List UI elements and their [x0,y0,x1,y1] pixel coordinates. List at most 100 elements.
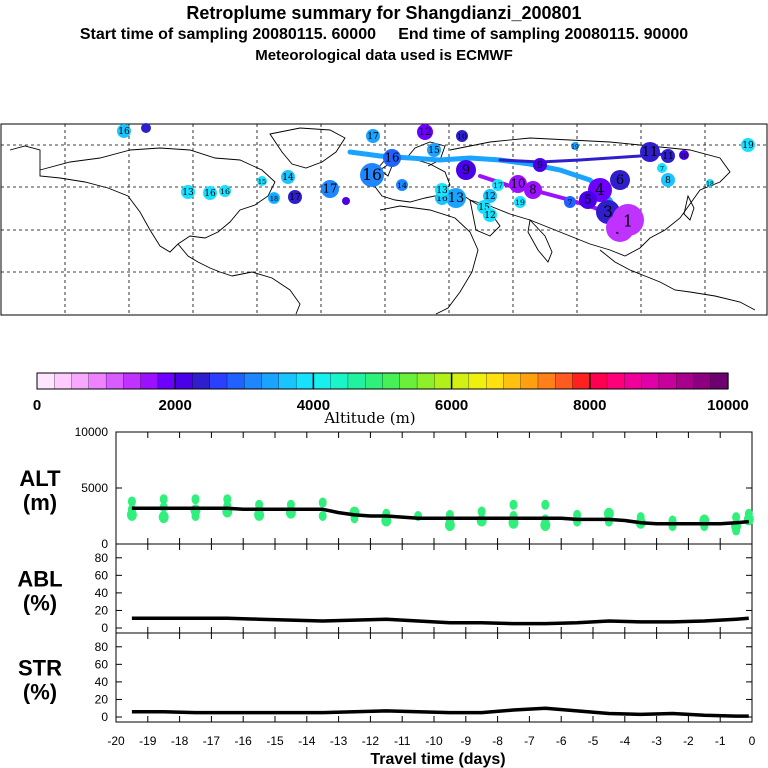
y-tick-label: 0 [101,621,108,635]
colorbar-cell [105,372,125,390]
sampling-time-line: Start time of sampling 20080115. 60000 E… [79,26,689,43]
plume-cluster-dot [383,149,401,167]
colorbar-cell [347,372,366,390]
plume-cluster-marker: 10 [509,175,527,193]
colorbar-cell [693,372,712,390]
colorbar-cell [192,372,211,390]
plume-cluster-dot [661,173,675,187]
colorbar-cell [416,372,435,390]
x-tick-label: -18 [171,734,189,748]
plume-cluster-label: 14 [397,181,407,190]
plume-cluster-marker: 16 [383,149,401,167]
colorbar-cell [468,372,487,390]
colorbar-tick-label: 2000 [159,397,192,414]
altitude-colorbar: 0 2000 4000 6000 8000 10000 Altitude (m) [33,372,749,427]
coastlines [9,127,756,315]
colorbar-cell [123,372,142,390]
plume-cluster-dot [281,170,295,184]
plume-cluster-marker: 12 [417,124,433,140]
plume-cluster-dot [117,124,131,138]
panel-frame [115,431,753,545]
plume-cluster-label: 16 [436,194,448,204]
coast-greenland [269,127,346,169]
time-series-panels: 0500010000ALT(m)020406080ABL(%)020406080… [17,425,755,768]
particle-point [127,496,136,507]
colorbar-cell [658,372,677,390]
colorbar-cell [503,372,522,390]
x-tick-label: -15 [266,734,284,748]
plume-cluster-label: 14 [282,173,294,183]
x-tick-label: -3 [651,734,662,748]
plume-cluster-dot [657,163,667,173]
plume-cluster-marker: 6 [610,170,630,190]
panel-ylabel-unit: (m) [23,490,57,515]
colorbar-cell [261,372,280,390]
plume-cluster-dot [396,179,408,191]
plume-cluster-dot [524,181,542,199]
colorbar-tick-label: 10000 [707,397,749,414]
colorbar-cell [572,372,591,390]
plume-cluster-marker: 7 [564,196,576,208]
plume-cluster-dot [321,180,339,198]
y-tick-label: 5000 [81,481,108,495]
y-tick-label: 20 [95,692,109,706]
plume-cluster-label: 11 [662,152,674,162]
plume-cluster-dot [366,129,380,143]
plume-cluster-markers: 1617121014151617161316151418171612171316… [117,123,755,242]
plume-cluster-label: 16 [385,151,400,165]
y-tick-label: 80 [95,640,109,654]
coast-south-america [231,271,301,315]
colorbar-cell [226,372,245,390]
y-tick-label: 10000 [75,425,109,439]
y-tick-label: 60 [95,568,109,582]
y-tick-label: 60 [95,657,109,671]
plume-cluster-label: 11 [642,145,659,160]
coast-north-america [39,147,276,253]
plume-cluster-marker: 14 [396,179,408,191]
plume-cluster-marker: 9 [533,158,547,172]
plume-cluster-label: 10 [680,152,688,160]
plume-cluster-dot [640,142,660,162]
colorbar-cell [485,372,505,390]
plume-cluster-label: 17 [367,132,379,142]
x-tick-label: -2 [683,734,694,748]
particle-point [318,497,327,508]
particle-point [540,518,551,531]
coast-japan [683,194,695,221]
plume-cluster-dot [435,183,449,197]
colorbar-cell [54,372,73,390]
plume-cluster-dot [219,185,231,197]
plume-cluster-marker: 19 [514,196,526,208]
plume-cluster-marker: 11 [661,149,675,163]
colorbar-cell [295,372,315,390]
x-tick-label: -16 [235,734,253,748]
plume-cluster-dot [514,196,526,208]
plume-cluster-label: 16 [118,127,130,137]
plume-cluster-label: 13 [448,191,465,206]
colorbar-cell [676,372,695,390]
plume-cluster-marker: 8 [524,181,542,199]
plume-cluster-marker: 9 [456,160,476,180]
plume-cluster-marker: 7 [657,163,667,173]
particle-point [732,512,741,523]
plume-cluster-marker: 11 [640,142,660,162]
colorbar-cell [244,372,263,390]
plume-cluster-label: 17 [493,181,503,190]
y-tick-label: 20 [95,603,109,617]
plume-cluster-dot [483,208,497,222]
x-tick-label: -11 [394,734,411,748]
plume-cluster-marker: 8 [661,173,675,187]
panel-ylabel-unit: (%) [23,591,57,616]
plume-cluster-marker: 17 [288,190,302,204]
colorbar-cell [382,372,401,390]
plume-cluster-dot [417,124,433,140]
plume-cluster-dot [571,142,579,150]
chart-title: Retroplume summary for Shangdianzi_20080… [186,3,582,23]
particle-point [541,499,550,510]
colorbar-cell [209,372,228,390]
plume-cluster-marker: 13 [181,185,195,199]
plume-cluster-dot [456,160,476,180]
plume-cluster-label: 19 [515,198,525,207]
panel-ylabel-unit: (%) [23,680,57,705]
x-tick-label: -6 [556,734,567,748]
